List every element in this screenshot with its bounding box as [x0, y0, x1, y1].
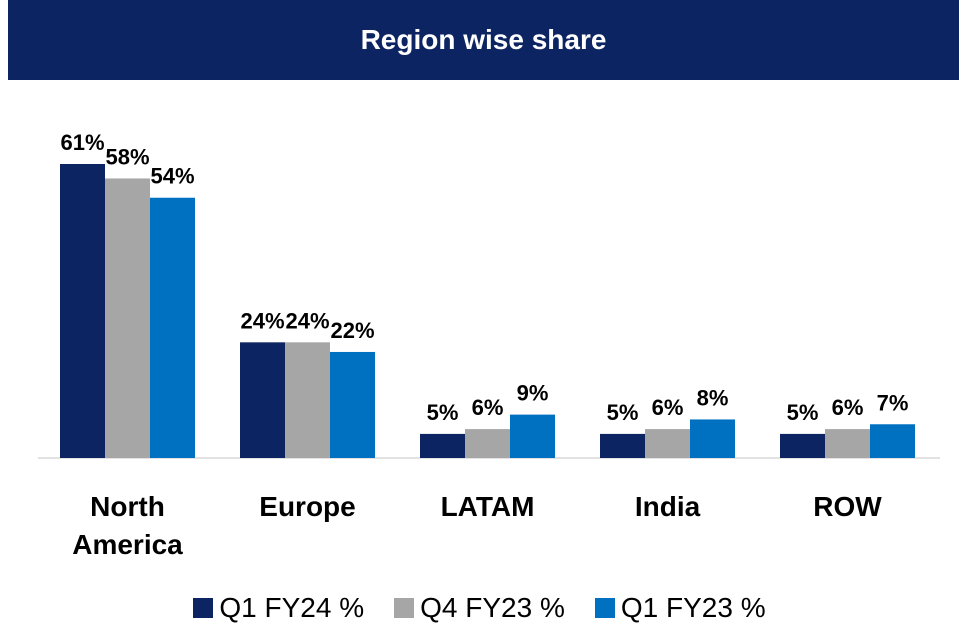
x-tick-label: ROW — [813, 491, 882, 522]
bar — [870, 424, 915, 458]
legend-item: Q4 FY23 % — [394, 592, 565, 624]
legend-label: Q4 FY23 % — [420, 592, 565, 623]
chart-title: Region wise share — [8, 0, 959, 80]
bar — [600, 433, 645, 458]
legend-swatch — [594, 598, 615, 618]
data-label: 5% — [607, 400, 639, 425]
data-label: 5% — [787, 400, 819, 425]
legend-label: Q1 FY24 % — [219, 592, 365, 623]
bar — [510, 414, 555, 458]
x-tick-label: India — [634, 491, 701, 522]
legend-label: Q1 FY23 % — [620, 592, 766, 623]
x-tick-label: North America — [72, 491, 183, 560]
data-label: 6% — [472, 395, 504, 420]
data-label: 9% — [517, 381, 549, 406]
bar — [780, 433, 825, 458]
legend-swatch — [193, 598, 214, 618]
bar — [420, 433, 465, 458]
data-label: 6% — [652, 395, 684, 420]
legend-swatch — [394, 598, 415, 618]
bar — [150, 197, 195, 458]
bar — [60, 164, 105, 458]
bar — [240, 342, 285, 458]
legend: Q1 FY24 % Q4 FY23 % Q1 FY23 % — [0, 592, 959, 624]
x-tick-label: LATAM — [440, 491, 535, 522]
legend-item: Q1 FY23 % — [594, 592, 766, 624]
data-label: 22% — [330, 318, 374, 343]
bar — [465, 429, 510, 458]
bar — [690, 419, 735, 458]
bar — [825, 429, 870, 458]
bar — [105, 178, 150, 458]
data-label: 58% — [105, 144, 149, 169]
data-label: 5% — [427, 400, 459, 425]
data-label: 7% — [877, 390, 909, 415]
data-label: 8% — [697, 385, 729, 410]
data-label: 24% — [285, 308, 329, 333]
bar — [330, 351, 375, 458]
data-label: 54% — [150, 164, 194, 189]
x-tick-label: Europe — [259, 491, 356, 522]
legend-item: Q1 FY24 % — [193, 592, 364, 624]
data-label: 61% — [60, 130, 104, 155]
data-label: 6% — [832, 395, 864, 420]
bar — [645, 429, 690, 458]
data-label: 24% — [240, 308, 284, 333]
bar — [285, 342, 330, 458]
